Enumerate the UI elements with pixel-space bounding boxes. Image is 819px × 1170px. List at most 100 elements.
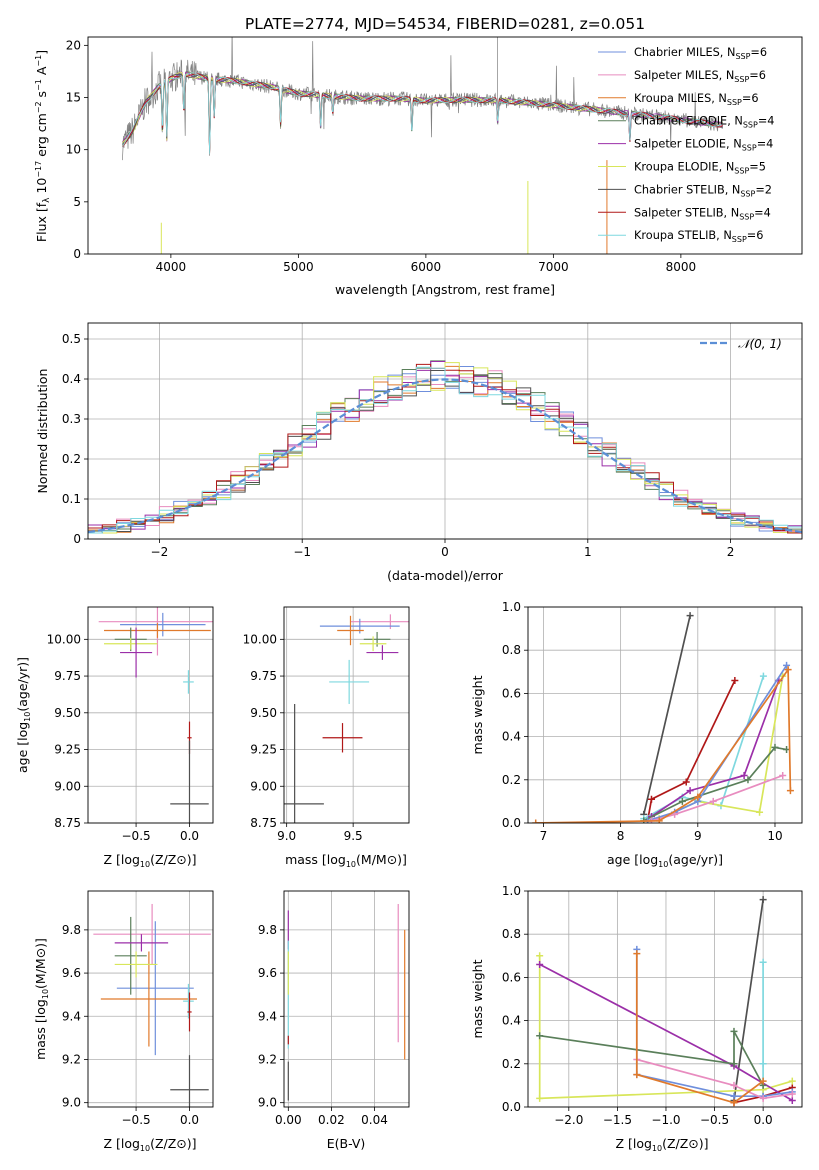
legend-label-ss: Salpeter STELIB, NSSP=4 [634, 206, 771, 221]
x-tick-label: 0.04 [361, 1113, 388, 1127]
model-spectrum-ss [122, 73, 723, 154]
weight-marker-ce [730, 1060, 738, 1068]
plot-area [284, 614, 409, 823]
x-tick-label: 0.00 [275, 1113, 302, 1127]
x-tick-label: 10 [767, 829, 782, 843]
observed-spectrum-line [122, 37, 724, 161]
weight-marker-sm [709, 797, 717, 805]
weight-marker-sm [730, 1081, 738, 1089]
y-axis-label: mass weight [470, 675, 485, 754]
x-tick-label: 2 [727, 545, 735, 559]
residual-histogram-panel: −2 −1 0 1 2 0 0.1 0.2 0.3 0.4 0.5 𝒩(0, 1) (data-mode… [35, 322, 803, 583]
legend-label-cm: Chabrier MILES, NSSP=6 [634, 46, 767, 61]
ticks: 0.00 0.02 0.04 9.0 9.2 9.4 9.6 9.8 [258, 923, 388, 1127]
y-tick-label: 9.0 [258, 1096, 277, 1110]
weight-marker-ce [678, 797, 686, 805]
y-tick-label: 5 [73, 195, 81, 209]
y-tick-label: 0.6 [502, 686, 521, 700]
x-tick-label: 7 [540, 829, 548, 843]
ticks: 9.0 9.5 8.75 9.00 9.25 9.50 9.75 10.00 [243, 632, 363, 843]
weight-marker-ke [536, 1094, 544, 1102]
metallicity-age-panel: −0.5 0.0 8.75 9.00 9.25 9.50 9.75 10.00 Z [log10… [15, 606, 214, 869]
axes-frame [283, 890, 410, 1108]
legend-label-cs: Chabrier STELIB, NSSP=2 [634, 183, 772, 198]
weight-marker-km [786, 787, 794, 795]
weight-marker-ke [788, 1077, 796, 1085]
weight-marker-ks [759, 958, 767, 966]
weight-marker-se [740, 771, 748, 779]
grid [528, 890, 802, 1108]
ticks: −0.5 0.0 8.75 9.00 9.25 9.50 9.75 10.00 [47, 632, 199, 843]
x-tick-label: −0.5 [122, 1113, 151, 1127]
y-tick-label: 10.00 [47, 632, 81, 646]
legend-label-gauss: 𝒩(0, 1) [738, 337, 782, 351]
y-tick-label: 0.2 [502, 773, 521, 787]
x-axis-label: Z [log10(Z/Z⊙)] [103, 1136, 196, 1153]
y-tick-label: 0.2 [502, 1057, 521, 1071]
x-tick-label: −2.0 [554, 1113, 583, 1127]
legend-label-ke: Kroupa ELODIE, NSSP=5 [634, 161, 766, 176]
weight-marker-km [784, 666, 792, 674]
y-tick-label: 9.2 [258, 1052, 277, 1066]
weight-marker-sm [779, 771, 787, 779]
x-tick-label: −1.5 [603, 1113, 632, 1127]
weight-marker-km [655, 817, 663, 823]
weight-line-se [651, 680, 780, 818]
ticks: −2.0 −1.5 −1.0 −0.5 0.0 0.0 0.2 0.4 0.6 0.8 1.0 [502, 884, 773, 1127]
y-tick-label: 9.75 [250, 669, 277, 683]
x-tick-label: 0 [441, 545, 449, 559]
x-tick-label: 4000 [156, 260, 187, 274]
y-tick-label: 0.5 [62, 332, 81, 346]
weight-marker-km [694, 793, 702, 801]
y-tick-label: 0.8 [502, 927, 521, 941]
x-axis-label: Z [log10(Z/Z⊙)] [615, 1136, 708, 1153]
ticks: −0.5 0.0 9.0 9.2 9.4 9.6 9.8 [62, 923, 199, 1127]
y-tick-label: 10.00 [243, 632, 277, 646]
axes-frame [87, 606, 214, 824]
weight-marker-km [730, 1099, 738, 1107]
x-axis-label: Z [log10(Z/Z⊙)] [103, 852, 196, 869]
metallicity-mass-panel: −0.5 0.0 9.0 9.2 9.4 9.6 9.8 Z [log10(Z/Z⊙)] mas… [33, 890, 214, 1153]
x-tick-label: −1.0 [651, 1113, 680, 1127]
y-tick-label: 9.4 [62, 1009, 81, 1023]
x-tick-label: −0.5 [700, 1113, 729, 1127]
axes-frame [87, 36, 803, 255]
x-tick-label: 9 [694, 829, 702, 843]
axes-frame [87, 322, 803, 540]
y-tick-label: 0.3 [62, 412, 81, 426]
y-tick-label: 20 [66, 38, 81, 52]
figure-title: PLATE=2774, MJD=54534, FIBERID=0281, z=0… [245, 15, 645, 33]
legend-label-ks: Kroupa STELIB, NSSP=6 [634, 229, 763, 244]
weight-line-cs [733, 899, 764, 1101]
x-tick-label: 6000 [411, 260, 442, 274]
y-tick-label: 1.0 [502, 600, 521, 614]
weight-line-km [535, 666, 792, 823]
weight-marker-se [788, 1097, 796, 1105]
plot-area [122, 37, 724, 254]
x-tick-label: 8000 [666, 260, 697, 274]
y-tick-label: 0.1 [62, 492, 81, 506]
y-tick-label: 0.4 [502, 730, 521, 744]
extinction-mass-panel: 0.00 0.02 0.04 9.0 9.2 9.4 9.6 9.8 E(B-V) [258, 890, 410, 1151]
x-tick-label: 0.02 [318, 1113, 345, 1127]
y-axis-label: mass weight [470, 959, 485, 1038]
weight-marker-sm [759, 1094, 767, 1102]
weight-marker-km [532, 819, 540, 823]
weight-marker-km [633, 950, 641, 958]
weight-marker-ce [771, 743, 779, 751]
ticks: −2 −1 0 1 2 0 0.1 0.2 0.3 0.4 0.5 [62, 332, 735, 559]
y-tick-label: 9.2 [62, 1052, 81, 1066]
y-tick-label: 9.4 [258, 1009, 277, 1023]
axes-frame [283, 606, 410, 824]
x-tick-label: 1 [584, 545, 592, 559]
y-tick-label: 9.75 [54, 669, 81, 683]
x-axis-label: E(B-V) [327, 1136, 366, 1151]
y-tick-label: 9.8 [258, 923, 277, 937]
weight-marker-cs [759, 896, 767, 904]
y-tick-label: 8.75 [54, 816, 81, 830]
weight-marker-se [536, 960, 544, 968]
x-tick-label: −2 [151, 545, 169, 559]
axes-frame [527, 606, 803, 824]
grid [284, 891, 409, 1107]
